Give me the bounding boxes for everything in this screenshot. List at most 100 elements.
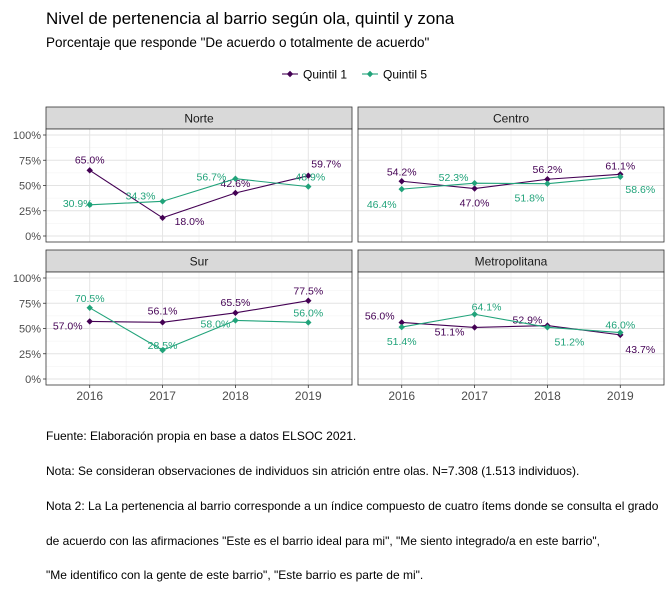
data-label: 58.6%	[625, 184, 655, 196]
data-label: 48.9%	[295, 172, 325, 184]
y-tick-label: 75%	[19, 155, 41, 167]
data-label: 64.1%	[472, 301, 502, 313]
data-point	[398, 319, 405, 326]
data-point	[86, 304, 93, 311]
data-label: 51.8%	[515, 193, 545, 205]
data-point	[159, 347, 166, 354]
data-point	[305, 183, 312, 190]
facet-strip-label: Norte	[184, 112, 214, 126]
data-label: 77.5%	[293, 286, 323, 298]
x-tick-label: 2018	[534, 389, 561, 403]
data-point	[86, 167, 93, 174]
facet-panels: Norte65.0%18.0%42.6%59.7%30.9%34.3%56.7%…	[45, 106, 665, 386]
x-tick-label: 2017	[149, 389, 176, 403]
data-label: 51.1%	[435, 326, 465, 338]
series-line	[89, 178, 309, 206]
data-point	[398, 178, 405, 185]
data-label: 30.9%	[63, 198, 93, 210]
data-point	[617, 173, 624, 181]
y-tick-label: 100%	[13, 273, 41, 285]
x-tick-label: 2016	[388, 389, 415, 403]
data-label: 34.3%	[126, 190, 156, 202]
series-line	[89, 300, 309, 323]
caption-note-1: Nota: Se consideran observaciones de ind…	[46, 463, 580, 478]
data-point	[471, 324, 478, 331]
data-label: 57.0%	[53, 320, 83, 332]
caption: Fuente: Elaboración propia en base a dat…	[46, 408, 658, 594]
data-point	[305, 319, 312, 326]
data-label: 65.0%	[75, 154, 105, 166]
panel-metropolitana: Metropolitana 56.0% 51.1% 52.9% 43.7% 51.4% 64…	[357, 249, 665, 386]
data-label: 56.1%	[148, 305, 178, 317]
data-point	[232, 175, 239, 182]
y-tick-label: 25%	[19, 206, 41, 218]
data-point	[86, 318, 93, 325]
x-tick-label: 2019	[607, 389, 634, 403]
data-point	[159, 319, 166, 326]
axes: 0% 25% 50% 75% 100% 0% 25% 50% 75% 100% 2016 2017 20…	[13, 130, 634, 403]
y-tick-label: 0%	[25, 231, 41, 243]
data-label: 56.0%	[293, 307, 323, 319]
data-label: 54.2%	[387, 166, 417, 178]
x-tick-label: 2016	[76, 389, 103, 403]
caption-note-2-line-3: "Me identifico con la gente de este barr…	[46, 568, 424, 583]
y-tick-label: 100%	[13, 130, 41, 142]
data-point	[471, 179, 478, 187]
data-point	[305, 172, 312, 179]
data-point	[305, 297, 312, 304]
data-label: 56.0%	[365, 310, 395, 322]
data-point	[232, 309, 239, 317]
data-point	[159, 214, 166, 222]
x-tick-label: 2018	[222, 389, 249, 403]
y-tick-label: 0%	[25, 374, 41, 386]
y-tick-label: 75%	[19, 298, 41, 310]
data-point	[398, 323, 405, 331]
data-point	[398, 185, 405, 193]
data-label: 70.5%	[75, 293, 105, 305]
panel-border	[357, 271, 665, 386]
data-point	[471, 311, 478, 318]
data-point	[544, 180, 551, 187]
facet-strip-label: Metropolitana	[475, 255, 548, 269]
data-label: 52.3%	[439, 172, 469, 184]
data-label: 65.5%	[221, 297, 251, 309]
facet-strip-label: Sur	[190, 255, 209, 269]
facet-strip-label: Centro	[493, 112, 529, 126]
data-point	[544, 176, 551, 183]
data-label: 46.0%	[605, 320, 635, 332]
data-label: 61.1%	[605, 160, 635, 172]
data-label: 51.2%	[555, 336, 585, 348]
chart-subtitle: Porcentaje que responde "De acuerdo o to…	[46, 35, 430, 50]
data-label: 43.7%	[625, 344, 655, 356]
caption-source: Fuente: Elaboración propia en base a dat…	[46, 429, 357, 444]
series-line	[89, 169, 309, 219]
series-line	[401, 313, 621, 334]
y-tick-label: 25%	[19, 349, 41, 361]
data-label: 58.0%	[201, 318, 231, 330]
data-label: 52.9%	[513, 315, 543, 327]
data-label: 56.2%	[533, 164, 563, 176]
chart-title: Nivel de pertenencia al barrio según ola…	[46, 9, 455, 28]
panel-norte: Norte65.0%18.0%42.6%59.7%30.9%34.3%56.7%…	[45, 106, 353, 243]
y-tick-label: 50%	[19, 181, 41, 193]
x-tick-label: 2019	[295, 389, 322, 403]
y-tick-label: 50%	[19, 324, 41, 336]
data-label: 59.7%	[311, 159, 341, 171]
data-point	[617, 329, 624, 336]
legend-label: Quintil 1	[303, 68, 347, 82]
caption-note-2-line-2: de acuerdo con las afirmaciones "Este es…	[46, 533, 600, 548]
panel-centro: Centro 54.2% 47.0% 56.2% 61.1% 46.4% 52.3% 51.8…	[357, 106, 665, 243]
data-point	[86, 201, 93, 208]
legend-label: Quintil 5	[383, 68, 427, 82]
data-label: 47.0%	[460, 198, 490, 210]
data-point	[232, 189, 239, 197]
legend-key-marker	[286, 70, 294, 78]
data-label: 56.7%	[197, 172, 227, 184]
legend: Quintil 1 Quintil 5	[282, 68, 427, 82]
series-line	[89, 307, 309, 351]
x-tick-label: 2017	[461, 389, 488, 403]
data-label: 46.4%	[367, 199, 397, 211]
series-line	[401, 176, 621, 190]
data-label: 18.0%	[175, 216, 205, 228]
data-point	[544, 324, 551, 331]
